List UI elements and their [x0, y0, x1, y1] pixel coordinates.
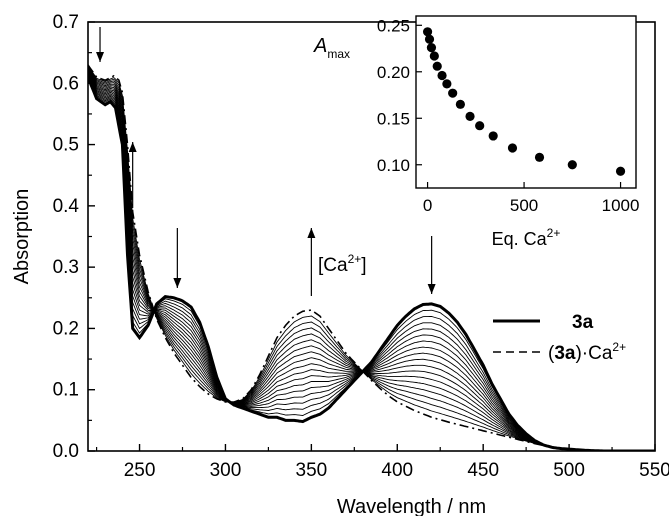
legend-complex-superscript: 2+: [612, 340, 626, 354]
inset-ylabel-main: A: [313, 35, 327, 57]
inset-x-tick-label: 1000: [602, 196, 640, 215]
change-arrows-group: [96, 27, 436, 296]
inset-x-axis-ticks: 0 500 1000: [423, 182, 640, 215]
inset-ylabel-sub: max: [327, 47, 350, 61]
inset-data-point: [615, 166, 626, 176]
series-group: [88, 64, 655, 451]
x-tick-label: 250: [124, 460, 156, 481]
y-tick-label: 0.3: [53, 257, 79, 278]
y-tick-label: 0.5: [53, 135, 79, 156]
arrow-up-icon: [307, 228, 316, 238]
y-axis-ticks: 0.0 0.1 0.2 0.3 0.4 0.5 0.6 0.7: [53, 12, 95, 462]
x-tick-label: 500: [553, 460, 585, 481]
legend-complex-bold: 3a: [554, 343, 576, 364]
inset-data-point: [465, 111, 475, 122]
inset-data-point: [488, 131, 498, 141]
y-tick-label: 0.7: [53, 12, 79, 33]
inset-data-point: [422, 27, 433, 37]
inset-data-point: [437, 70, 447, 81]
y-axis-title: Absorption: [11, 189, 33, 285]
legend-label-complex: (3a)·Ca2+: [548, 340, 626, 364]
inset-y-tick-label: 0.15: [377, 109, 410, 128]
arrow-down-icon: [96, 52, 105, 62]
inset-data-point: [426, 43, 437, 53]
inset-y-axis-title: Amax: [313, 35, 350, 61]
inset-points-group: [422, 27, 626, 176]
y-tick-label: 0.1: [53, 380, 79, 401]
arrow-down-icon: [173, 278, 182, 288]
x-tick-label: 400: [381, 460, 413, 481]
arrow-up-icon: [128, 142, 137, 152]
inset-xlabel-prefix: Eq. Ca: [492, 229, 548, 249]
inset-data-point: [448, 88, 458, 98]
y-tick-label: 0.2: [53, 318, 79, 339]
x-tick-label: 350: [296, 460, 328, 481]
x-axis-title: Wavelength / nm: [337, 496, 486, 516]
inset-y-tick-label: 0.25: [377, 16, 410, 35]
inset-data-point: [432, 61, 442, 71]
inset-data-point: [442, 79, 452, 89]
legend-label-3a: 3a: [572, 312, 594, 333]
inset-x-axis-title: Eq. Ca2+: [492, 226, 561, 249]
calcium-annotation: [Ca2+]: [318, 252, 367, 276]
inset-frame: [415, 15, 637, 189]
inset-xlabel-superscript: 2+: [547, 226, 561, 240]
x-tick-label: 450: [467, 460, 499, 481]
inset-y-tick-label: 0.20: [377, 63, 410, 82]
x-tick-label: 300: [210, 460, 242, 481]
series-line-3a: [88, 76, 655, 451]
inset-data-point: [455, 99, 465, 109]
inset-data-point: [429, 51, 439, 61]
legend-complex-paren-close: )·Ca: [575, 343, 612, 364]
arrow-down-icon: [427, 284, 436, 294]
inset-data-point: [534, 152, 545, 162]
inset-y-tick-label: 0.10: [377, 156, 410, 175]
inset-data-point: [424, 34, 435, 44]
inset-data-point: [567, 160, 577, 170]
x-tick-label: 550: [639, 460, 669, 481]
annotation-suffix: ]: [361, 255, 366, 276]
inset-x-tick-label: 500: [510, 196, 538, 215]
y-tick-label: 0.0: [53, 441, 79, 462]
x-axis-ticks: 250 300 350 400 450 500 550: [95, 444, 669, 481]
legend: 3a (3a)·Ca2+: [493, 312, 626, 364]
annotation-prefix: [Ca: [318, 255, 348, 276]
inset-y-axis-ticks: 0.10 0.15 0.20 0.25: [377, 16, 422, 175]
y-tick-label: 0.6: [53, 73, 79, 94]
inset-data-point: [475, 121, 485, 131]
annotation-superscript: 2+: [348, 252, 362, 266]
y-tick-label: 0.4: [53, 196, 80, 217]
inset-x-tick-label: 0: [423, 196, 432, 215]
inset-data-point: [507, 143, 518, 153]
legend-complex-paren-open: (: [548, 343, 555, 364]
inset-chart: 0 500 1000 0.10 0.15 0.20 0.25 Amax Eq. Ca2+: [313, 15, 640, 249]
